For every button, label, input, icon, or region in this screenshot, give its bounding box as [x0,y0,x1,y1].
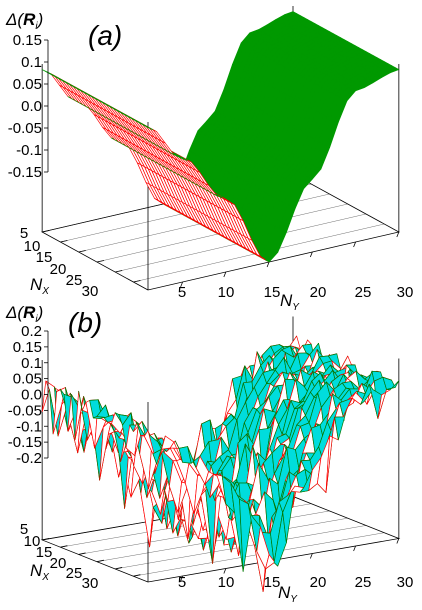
z-tick-label: 0.15 [13,339,42,356]
y-tick-label: 5 [178,574,186,591]
z-tick-label: -0.15 [8,164,42,181]
panel-b-y-axis-label: NY [278,583,298,605]
x-tick-label: 20 [50,261,67,278]
z-tick-label: -0.1 [16,142,42,159]
panel-b-tick-labels: 0.20.150.10.050.0-0.05-0.1-0.15-0.251015… [8,323,414,592]
z-tick-label: 0.15 [13,32,42,49]
y-tick-label: 10 [218,284,235,301]
z-tick-label: 0.0 [21,98,42,115]
surface-cell [386,67,400,74]
panel-a-label: (a) [88,20,122,51]
x-tick-label: 10 [24,238,41,255]
x-tick-label: 5 [20,521,28,538]
x-tick-label: 10 [24,533,41,550]
y-tick-label: 5 [178,284,186,301]
y-tick-label: 30 [397,284,414,301]
ny-tick-mark [180,575,183,582]
ny-tick-mark [223,271,227,278]
y-tick-label: 30 [397,574,414,591]
z-tick-label: -0.1 [16,418,42,435]
x-tick-label: 15 [36,544,53,561]
y-tick-label: 10 [218,574,235,591]
x-tick-label: 5 [20,225,28,242]
surface-cell [386,380,400,391]
panel-b-surface-plot: 0.20.150.10.050.0-0.05-0.1-0.15-0.251015… [5,303,413,605]
z-tick-label: -0.15 [8,434,42,451]
z-tick-label: 0.2 [21,323,42,340]
z-tick-label: 0.05 [13,76,42,93]
y-tick-label: 15 [264,574,281,591]
x-tick-label: 20 [50,555,67,572]
ny-tick-mark [396,538,400,544]
y-tick-label: 25 [355,574,372,591]
floor-gridline [96,518,348,562]
z-tick-label: 0.1 [21,355,42,372]
panel-b-label: (b) [68,307,102,338]
ny-tick-mark [266,261,270,268]
x-tick-label: 25 [66,565,83,582]
y-tick-label: 25 [355,284,372,301]
ny-tick-mark [353,241,356,248]
x-tick-label: 15 [36,249,53,266]
x-tick-label: 30 [82,575,99,592]
z-tick-label: 0.0 [21,387,42,404]
z-tick-label: 0.1 [21,54,42,71]
panel-a-x-axis-label: NX [30,275,49,297]
panel-a-z-axis-label: Δ(Ri) [5,10,43,32]
panel-b-z-axis-label: Δ(Ri) [5,303,43,325]
x-tick-label: 25 [66,272,83,289]
ny-tick-mark [223,568,227,574]
z-tick-label: -0.2 [16,450,42,467]
x-tick-label: 30 [82,283,99,300]
panel-b-surface [41,335,400,592]
z-tick-label: 0.05 [13,371,42,388]
panel-a-surface [41,11,400,263]
y-tick-label: 15 [264,284,281,301]
ny-tick-mark [353,545,356,552]
z-tick-label: -0.05 [8,120,42,137]
panel-a-y-axis-label: NY [280,291,300,313]
ny-tick-mark [180,281,183,288]
y-tick-label: 20 [310,284,327,301]
ny-tick-mark [309,251,313,258]
y-tick-label: 20 [310,574,327,591]
z-tick-label: -0.05 [8,402,42,419]
panel-b-x-axis-label: NX [30,561,49,583]
ny-tick-mark [396,231,400,238]
ny-tick-mark [309,553,313,559]
